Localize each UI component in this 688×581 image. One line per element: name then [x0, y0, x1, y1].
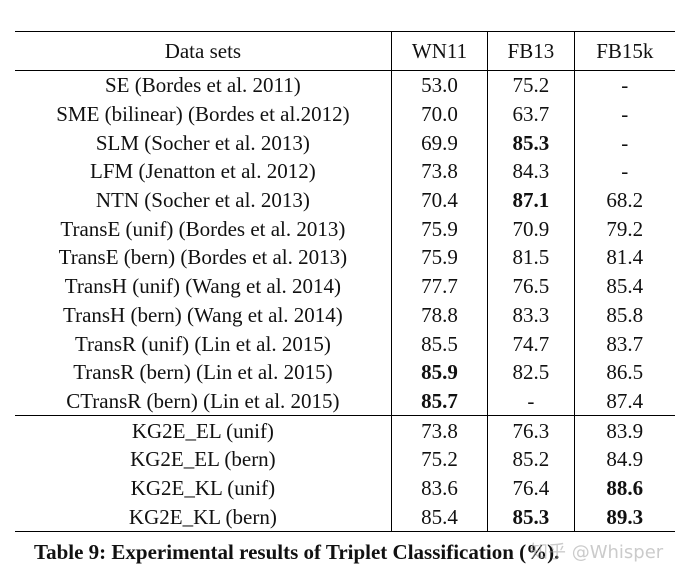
wn11-cell: 85.9 [391, 357, 489, 387]
table-row: TransE (unif) (Bordes et al. 2013) 75.9 70… [15, 214, 675, 244]
wn11-cell: 70.0 [391, 99, 489, 129]
fb13-cell: 76.3 [487, 415, 575, 445]
header-fb15k: FB15k [596, 39, 654, 63]
wn11-cell: 85.4 [391, 502, 489, 532]
table-body: SE (Bordes et al. 2011) 53.0 75.2- SME (bil… [15, 70, 675, 532]
fb13-cell: 84.3 [487, 157, 575, 186]
table-row: SE (Bordes et al. 2011) 53.0 75.2 - [15, 70, 675, 100]
method-cell: TransE (unif) (Bordes et al. 2013) [15, 214, 392, 244]
fb15k-cell: 83.9 [606, 418, 644, 443]
table-row: TransH (bern) (Wang et al. 2014) 78.8 83.3… [15, 300, 675, 330]
table-row: KG2E_EL (unif) 73.8 76.3 83.9 [15, 415, 675, 445]
wn11-cell: 85.5 [391, 329, 489, 358]
header-wn11: WN11 [391, 31, 489, 71]
header-fb13: FB13 [487, 31, 575, 71]
fb15k-cell: 87.4 [606, 388, 644, 413]
fb15k-cell: - [621, 130, 629, 155]
fb13-cell: 70.9 [487, 214, 575, 244]
table-row: TransR (unif) (Lin et al. 2015) 85.5 74.7 8… [15, 329, 675, 358]
method-cell: TransH (unif) (Wang et al. 2014) [15, 271, 392, 301]
table-caption: Table 9: Experimental results of Triplet… [34, 540, 560, 564]
method-cell: CTransR (bern) (Lin et al. 2015) [15, 386, 392, 416]
fb13-cell: 82.5 [487, 357, 575, 387]
wn11-cell: 75.9 [391, 243, 489, 272]
table-row: SME (bilinear) (Bordes et al.2012) 70.0 63… [15, 99, 675, 129]
method-cell: KG2E_KL (bern) [15, 502, 392, 532]
method-cell: KG2E_KL (unif) [15, 473, 392, 503]
table-row: TransR (bern) (Lin et al. 2015) 85.9 82.5 8… [15, 357, 675, 387]
table-row: TransE (bern) (Bordes et al. 2013) 75.9 81… [15, 243, 675, 272]
method-cell: TransR (bern) (Lin et al. 2015) [15, 357, 392, 387]
fb13-cell: 76.5 [487, 271, 575, 301]
table-row: SLM (Socher et al. 2013) 69.9 85.3 - [15, 128, 675, 158]
fb13-cell: 81.5 [487, 243, 575, 272]
wn11-cell: 73.8 [391, 157, 489, 186]
fb15k-cell: 79.2 [606, 216, 644, 241]
wn11-cell: 75.9 [391, 214, 489, 244]
fb13-cell: 74.7 [487, 329, 575, 358]
wn11-cell: 75.2 [391, 444, 489, 474]
fb13-cell: 76.4 [487, 473, 575, 503]
fb13-cell: 83.3 [487, 300, 575, 330]
fb15k-cell: 88.6 [606, 475, 644, 500]
method-cell: LFM (Jenatton et al. 2012) [15, 157, 392, 186]
table-row: KG2E_EL (bern) 75.2 85.2 84.9 [15, 444, 675, 474]
fb15k-cell: 86.5 [606, 360, 644, 385]
method-cell: SE (Bordes et al. 2011) [15, 70, 392, 100]
fb13-cell: - [487, 386, 575, 416]
table-row: TransH (unif) (Wang et al. 2014) 77.7 76.5… [15, 271, 675, 301]
method-cell: TransE (bern) (Bordes et al. 2013) [15, 243, 392, 272]
table-row: CTransR (bern) (Lin et al. 2015) 85.7- 87.… [15, 386, 675, 416]
table-row: LFM (Jenatton et al. 2012) 73.8 84.3 - [15, 157, 675, 186]
wn11-cell: 85.7 [391, 386, 489, 416]
wn11-cell: 77.7 [391, 271, 489, 301]
method-cell: KG2E_EL (bern) [15, 444, 392, 474]
wn11-cell: 53.0 [391, 70, 489, 100]
fb15k-cell: 83.7 [606, 331, 644, 356]
method-cell: SLM (Socher et al. 2013) [15, 128, 392, 158]
fb15k-cell: - [621, 159, 629, 184]
method-cell: SME (bilinear) (Bordes et al.2012) [15, 99, 392, 129]
fb15k-cell: 84.9 [606, 447, 644, 472]
fb13-cell: 85.3 [487, 128, 575, 158]
fb13-cell: 85.3 [487, 502, 575, 532]
fb13-cell: 75.2 [487, 70, 575, 100]
method-cell: TransH (bern) (Wang et al. 2014) [15, 300, 392, 330]
wn11-cell: 70.4 [391, 185, 489, 215]
fb15k-cell: 85.4 [606, 274, 644, 299]
wn11-cell: 69.9 [391, 128, 489, 158]
method-cell: NTN (Socher et al. 2013) [15, 185, 392, 215]
fb15k-cell: - [621, 102, 629, 127]
table-row: NTN (Socher et al. 2013) 70.4 87.1 68.2 [15, 185, 675, 215]
header-datasets: Data sets [15, 31, 392, 71]
fb13-cell: 63.7 [487, 99, 575, 129]
watermark: 知乎 @Whisper [530, 542, 664, 563]
wn11-cell: 73.8 [391, 415, 489, 445]
wn11-cell: 78.8 [391, 300, 489, 330]
fb13-cell: 87.1 [487, 185, 575, 215]
fb15k-cell: 81.4 [606, 245, 644, 270]
table-row: KG2E_KL (unif) 83.6 76.4 88.6 [15, 473, 675, 503]
results-table: Data sets WN11 FB13 FB15k SE (Bordes et … [15, 31, 675, 532]
fb15k-cell: 85.8 [606, 302, 644, 327]
fb15k-cell: - [621, 73, 629, 98]
fb15k-cell: 68.2 [606, 188, 644, 213]
header-row: Data sets WN11 FB13 FB15k [15, 31, 675, 71]
fb13-cell: 85.2 [487, 444, 575, 474]
fb15k-cell: 89.3 [606, 504, 644, 529]
method-cell: KG2E_EL (unif) [15, 415, 392, 445]
method-cell: TransR (unif) (Lin et al. 2015) [15, 329, 392, 358]
table-row: KG2E_KL (bern) 85.4 85.3 89.3 [15, 502, 675, 532]
wn11-cell: 83.6 [391, 473, 489, 503]
